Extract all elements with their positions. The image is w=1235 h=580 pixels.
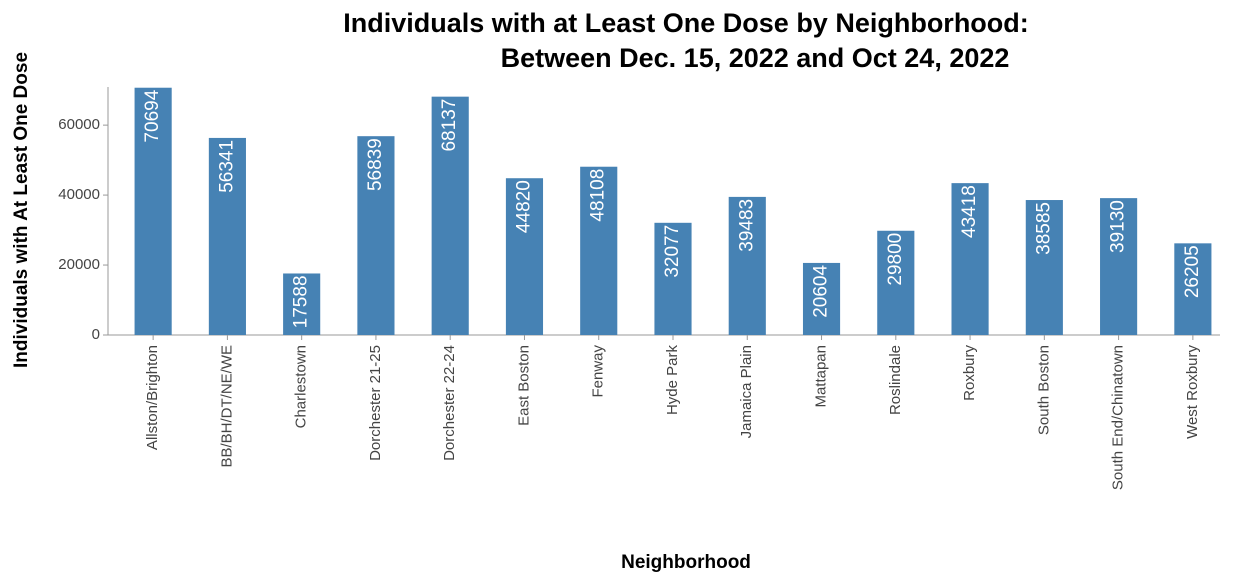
chart-subtitle: Between Dec. 15, 2022 and Oct 24, 2022 <box>501 43 1010 73</box>
x-axis-title: Neighborhood <box>621 552 751 573</box>
bar <box>357 136 395 335</box>
value-label: 70694 <box>142 89 163 142</box>
x-tick-label: BB/BH/DT/NE/WE <box>218 345 235 468</box>
y-tick-label: 20000 <box>58 256 100 273</box>
x-tick-label: Dorchester 21-25 <box>367 345 384 461</box>
y-tick-label: 60000 <box>58 116 100 133</box>
value-label: 44820 <box>513 180 534 233</box>
bar <box>728 196 766 335</box>
x-tick-label: East Boston <box>515 345 532 426</box>
value-label: 43418 <box>959 185 980 238</box>
bar <box>1174 243 1212 335</box>
value-label: 39130 <box>1108 200 1129 253</box>
value-label: 39483 <box>736 199 757 252</box>
value-label: 38585 <box>1033 202 1054 255</box>
chart-title: Individuals with at Least One Dose by Ne… <box>343 8 1029 38</box>
value-label: 17588 <box>291 275 312 328</box>
x-tick-label: Hyde Park <box>664 345 681 416</box>
y-tick-label: 0 <box>92 326 100 343</box>
bar <box>580 166 618 335</box>
x-tick-label: Charlestown <box>293 345 310 428</box>
value-label: 68137 <box>439 99 460 152</box>
bar <box>951 183 989 335</box>
x-tick-label: Mattapan <box>813 345 830 408</box>
value-label: 48108 <box>588 169 609 222</box>
bar <box>802 262 841 335</box>
x-tick-label: Dorchester 22-24 <box>441 345 458 461</box>
value-label: 32077 <box>662 225 683 278</box>
x-tick-label: Allston/Brighton <box>144 345 161 450</box>
y-tick-label: 40000 <box>58 186 100 203</box>
x-tick-label: Roxbury <box>961 345 978 401</box>
value-label: 29800 <box>885 233 906 286</box>
bar <box>134 87 172 335</box>
value-label: 20604 <box>811 265 832 318</box>
bar <box>1025 200 1063 335</box>
bar <box>877 230 915 335</box>
bar <box>1100 198 1138 335</box>
x-tick-label: West Roxbury <box>1184 345 1201 439</box>
value-label: 26205 <box>1182 245 1203 298</box>
x-tick-label: Roslindale <box>887 345 904 415</box>
value-label: 56839 <box>365 138 386 191</box>
bar <box>431 96 469 335</box>
bar <box>283 273 321 335</box>
x-tick-label: South End/Chinatown <box>1110 345 1127 490</box>
bar <box>654 222 692 335</box>
bar <box>208 137 246 335</box>
x-tick-label: Fenway <box>590 345 607 398</box>
plot-area: 70694 56341 17588 56839 68137 44820 48108 32077… <box>134 87 1212 335</box>
y-axis-title: Individuals with At Least One Dose <box>11 52 32 368</box>
x-tick-label: South Boston <box>1035 345 1052 435</box>
x-tick-label: Jamaica Plain <box>738 345 755 438</box>
bar <box>505 178 544 335</box>
value-label: 56341 <box>216 140 237 193</box>
